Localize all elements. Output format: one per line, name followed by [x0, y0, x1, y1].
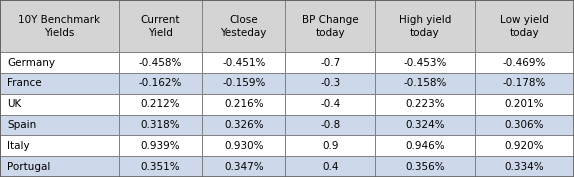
- Text: 0.216%: 0.216%: [224, 99, 263, 109]
- Text: Spain: Spain: [7, 120, 36, 130]
- Text: High yield
today: High yield today: [399, 15, 451, 38]
- Text: 10Y Benchmark
Yields: 10Y Benchmark Yields: [18, 15, 100, 38]
- Text: 0.212%: 0.212%: [141, 99, 180, 109]
- Bar: [0, 156, 119, 177]
- Text: 0.347%: 0.347%: [224, 162, 263, 172]
- Text: -0.7: -0.7: [320, 58, 340, 68]
- Text: 0.334%: 0.334%: [505, 162, 544, 172]
- Bar: [119, 52, 202, 73]
- Bar: [0, 73, 119, 94]
- Bar: [202, 52, 285, 73]
- Text: 0.930%: 0.930%: [224, 141, 263, 151]
- Text: 0.9: 0.9: [322, 141, 339, 151]
- Text: Italy: Italy: [7, 141, 29, 151]
- Bar: [285, 156, 375, 177]
- Text: Low yield
today: Low yield today: [500, 15, 549, 38]
- Bar: [285, 115, 375, 135]
- Bar: [285, 73, 375, 94]
- Bar: [285, 52, 375, 73]
- Text: France: France: [7, 78, 41, 88]
- Bar: [119, 73, 202, 94]
- Text: BP Change
today: BP Change today: [302, 15, 359, 38]
- Bar: [119, 156, 202, 177]
- Bar: [375, 156, 475, 177]
- Text: -0.458%: -0.458%: [139, 58, 182, 68]
- Text: 0.356%: 0.356%: [405, 162, 445, 172]
- Text: Current
Yield: Current Yield: [141, 15, 180, 38]
- Text: 0.4: 0.4: [322, 162, 339, 172]
- Bar: [202, 156, 285, 177]
- Text: -0.3: -0.3: [320, 78, 340, 88]
- Text: 0.351%: 0.351%: [141, 162, 180, 172]
- Text: 0.201%: 0.201%: [505, 99, 544, 109]
- Bar: [0, 52, 119, 73]
- Bar: [202, 73, 285, 94]
- Text: -0.162%: -0.162%: [139, 78, 182, 88]
- Bar: [475, 52, 574, 73]
- Bar: [202, 115, 285, 135]
- Bar: [375, 135, 475, 156]
- Text: -0.453%: -0.453%: [403, 58, 447, 68]
- Text: -0.8: -0.8: [320, 120, 340, 130]
- Text: -0.469%: -0.469%: [503, 58, 546, 68]
- Bar: [475, 115, 574, 135]
- Bar: [285, 0, 375, 52]
- Text: -0.178%: -0.178%: [503, 78, 546, 88]
- Bar: [285, 94, 375, 115]
- Bar: [475, 73, 574, 94]
- Text: -0.451%: -0.451%: [222, 58, 265, 68]
- Bar: [119, 115, 202, 135]
- Text: 0.946%: 0.946%: [405, 141, 445, 151]
- Bar: [0, 135, 119, 156]
- Text: -0.4: -0.4: [320, 99, 340, 109]
- Bar: [202, 135, 285, 156]
- Text: 0.939%: 0.939%: [141, 141, 180, 151]
- Text: Close
Yesteday: Close Yesteday: [220, 15, 267, 38]
- Text: 0.326%: 0.326%: [224, 120, 263, 130]
- Bar: [475, 94, 574, 115]
- Text: 0.920%: 0.920%: [505, 141, 544, 151]
- Bar: [375, 115, 475, 135]
- Bar: [475, 156, 574, 177]
- Text: 0.223%: 0.223%: [405, 99, 445, 109]
- Bar: [119, 94, 202, 115]
- Bar: [475, 135, 574, 156]
- Bar: [0, 94, 119, 115]
- Bar: [375, 73, 475, 94]
- Bar: [202, 0, 285, 52]
- Bar: [119, 135, 202, 156]
- Bar: [119, 0, 202, 52]
- Bar: [0, 115, 119, 135]
- Bar: [375, 94, 475, 115]
- Bar: [375, 52, 475, 73]
- Text: 0.306%: 0.306%: [505, 120, 544, 130]
- Text: 0.324%: 0.324%: [405, 120, 445, 130]
- Text: Germany: Germany: [7, 58, 55, 68]
- Bar: [375, 0, 475, 52]
- Text: UK: UK: [7, 99, 21, 109]
- Bar: [285, 135, 375, 156]
- Text: Portugal: Portugal: [7, 162, 51, 172]
- Text: -0.159%: -0.159%: [222, 78, 265, 88]
- Bar: [202, 94, 285, 115]
- Bar: [0, 0, 119, 52]
- Text: -0.158%: -0.158%: [403, 78, 447, 88]
- Bar: [475, 0, 574, 52]
- Text: 0.318%: 0.318%: [141, 120, 180, 130]
